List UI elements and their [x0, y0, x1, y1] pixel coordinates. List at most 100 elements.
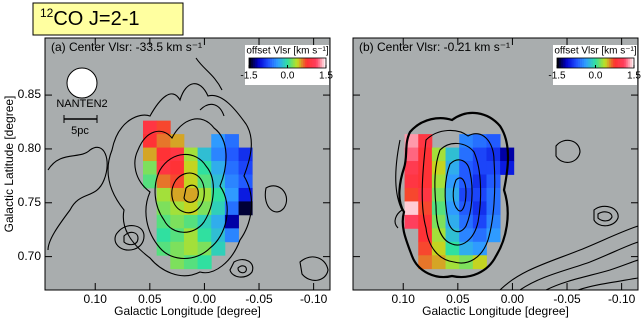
cell — [143, 120, 158, 135]
cell — [224, 174, 239, 189]
cell — [445, 174, 460, 189]
cell — [197, 174, 212, 189]
x-axis-label: Galactic Longitude [degree] — [422, 304, 569, 318]
x-tick-label: 0.00 — [193, 292, 217, 306]
cell — [197, 161, 212, 175]
colorbar-swatch — [285, 58, 288, 68]
cell — [197, 201, 212, 216]
x-tick-label: -0.05 — [553, 292, 581, 306]
colorbar-swatch — [318, 58, 321, 68]
plot-frame — [352, 37, 639, 291]
cell — [404, 161, 419, 175]
colorbar-swatch — [279, 58, 283, 68]
cell — [211, 174, 226, 189]
cell — [183, 174, 199, 189]
colorbar-tick-label: 1.5 — [319, 71, 333, 82]
colorbar-swatch — [626, 58, 629, 68]
contour — [452, 177, 467, 212]
colorbar-swatch — [603, 58, 606, 68]
colorbar-swatch — [272, 58, 275, 68]
colorbar-swatch — [322, 58, 325, 68]
x-tick-label: 0.05 — [138, 292, 162, 306]
panel-b: 0.10 0.05 0.00 -0.05 -0.10 Galactic Longitude… — [352, 37, 641, 318]
colorbar-swatch — [252, 58, 256, 68]
cell — [459, 174, 474, 189]
y-axis-label: Galactic Latitude [degree] — [2, 96, 16, 233]
cell — [170, 161, 185, 175]
cell — [183, 241, 199, 256]
colorbar-swatch — [591, 58, 594, 68]
cell — [431, 174, 446, 189]
colorbar-swatch — [320, 58, 323, 68]
colorbar-swatch — [254, 58, 257, 68]
colorbar-swatch — [564, 58, 567, 68]
cell — [211, 228, 226, 243]
contour — [114, 225, 145, 251]
colorbar-swatch — [312, 58, 315, 68]
colorbar-swatch — [632, 58, 635, 68]
contour — [195, 57, 225, 117]
cell — [143, 147, 158, 162]
colorbar-tick-label: -1.5 — [548, 71, 566, 82]
colorbar-swatch — [597, 58, 600, 68]
colorbar-swatch — [310, 58, 313, 68]
cell — [459, 241, 474, 256]
cell — [486, 134, 501, 148]
cell — [238, 187, 253, 202]
colorbar-swatch — [570, 58, 573, 68]
colorbar-swatch — [258, 58, 261, 68]
colorbar-swatch — [624, 58, 627, 68]
cell — [418, 255, 433, 270]
cell — [170, 241, 185, 256]
cell — [404, 187, 419, 202]
cell — [224, 147, 239, 162]
colorbar-swatch — [277, 58, 281, 68]
cell — [224, 134, 239, 148]
label-superscript: 12 — [40, 6, 54, 20]
cell — [156, 187, 171, 202]
colorbar-swatch — [256, 58, 259, 68]
colorbar-swatch — [628, 58, 631, 68]
colorbar-swatch — [583, 58, 587, 68]
cell — [418, 201, 433, 216]
cell — [472, 134, 487, 148]
cell — [183, 161, 199, 175]
cell — [431, 228, 446, 243]
cell — [183, 228, 199, 243]
cell — [486, 161, 501, 175]
cell — [211, 214, 226, 229]
colorbar-swatch — [589, 58, 592, 68]
cell — [183, 187, 199, 202]
label-text: CO J=2-1 — [53, 8, 139, 30]
cell — [224, 228, 239, 243]
x-tick-label: 0.05 — [446, 292, 470, 306]
contour — [593, 205, 619, 227]
colorbar-swatch — [249, 58, 252, 68]
colorbar-swatch — [260, 58, 263, 68]
cell — [459, 147, 474, 162]
colorbar-tick-label: 0.0 — [281, 71, 295, 82]
contour — [299, 256, 329, 281]
cell — [486, 174, 501, 189]
contour — [134, 118, 228, 260]
colorbar-tick-label: -1.5 — [240, 71, 258, 82]
x-tick-label: 0.10 — [392, 292, 416, 306]
cell — [197, 241, 212, 256]
cell — [445, 201, 460, 216]
cell — [197, 228, 212, 243]
colorbar-swatch — [580, 58, 583, 68]
x-tick-label: 0.10 — [84, 292, 108, 306]
heatmap — [143, 120, 253, 270]
cell — [431, 214, 446, 229]
cell — [418, 147, 433, 162]
cell — [197, 255, 212, 270]
cell — [418, 228, 433, 243]
colorbar-swatch — [266, 58, 269, 68]
colorbar-swatch — [304, 58, 308, 68]
colorbar-swatch — [560, 58, 564, 68]
contour — [123, 231, 139, 246]
cell — [224, 161, 239, 175]
cell — [156, 161, 171, 175]
colorbar-swatch — [618, 58, 621, 68]
